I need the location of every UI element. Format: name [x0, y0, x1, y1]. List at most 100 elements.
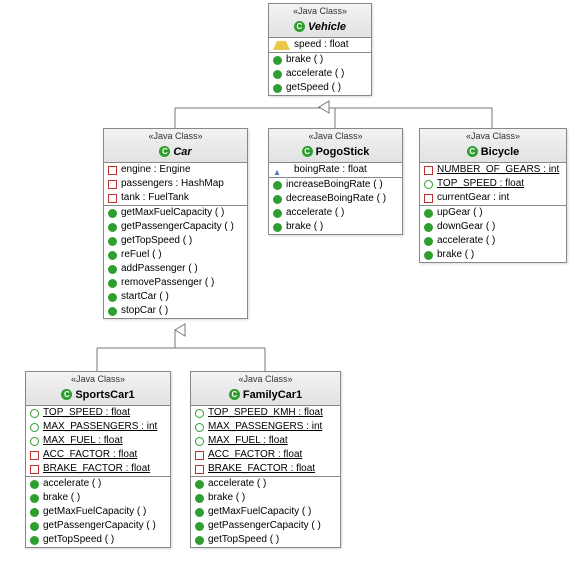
- class-name-text: Car: [173, 146, 191, 158]
- method-text: startCar ( ): [121, 290, 169, 304]
- class-icon: C: [302, 146, 313, 157]
- stereotype-label: «Java Class»: [30, 374, 166, 384]
- attribute-text: boingRate : float: [294, 163, 367, 177]
- method-row: startCar ( ): [104, 290, 247, 304]
- attribute-text: TOP_SPEED : float: [43, 406, 130, 420]
- method-row: accelerate ( ): [26, 477, 170, 491]
- attribute-text: ACC_FACTOR : float: [43, 448, 137, 462]
- attribute-row: boingRate : float: [269, 163, 402, 177]
- stereotype-label: «Java Class»: [273, 6, 367, 16]
- attribute-row: BRAKE_FACTOR : float: [26, 462, 170, 476]
- attribute-text: TOP_SPEED_KMH : float: [208, 406, 323, 420]
- method-row: accelerate ( ): [269, 206, 402, 220]
- attributes-section: engine : Enginepassengers : HashMaptank …: [104, 163, 247, 206]
- method-text: getMaxFuelCapacity ( ): [121, 206, 224, 220]
- methods-section: accelerate ( )brake ( )getMaxFuelCapacit…: [191, 477, 340, 547]
- attribute-row: speed : float: [269, 38, 371, 52]
- attribute-row: engine : Engine: [104, 163, 247, 177]
- methods-section: brake ( )accelerate ( )getSpeed ( ): [269, 53, 371, 95]
- method-text: getMaxFuelCapacity ( ): [208, 505, 311, 519]
- method-text: getTopSpeed ( ): [43, 533, 114, 547]
- attribute-row: MAX_FUEL : float: [191, 434, 340, 448]
- attribute-row: ACC_FACTOR : float: [191, 448, 340, 462]
- method-text: accelerate ( ): [43, 477, 101, 491]
- stereotype-label: «Java Class»: [108, 131, 243, 141]
- methods-section: accelerate ( )brake ( )getMaxFuelCapacit…: [26, 477, 170, 547]
- attribute-text: speed : float: [294, 38, 348, 52]
- method-row: removePassenger ( ): [104, 276, 247, 290]
- class-name: CBicycle: [467, 146, 520, 158]
- attribute-text: passengers : HashMap: [121, 177, 224, 191]
- class-car: «Java Class» CCar engine : Enginepassenger…: [103, 128, 248, 319]
- class-name: CVehicle: [294, 21, 346, 33]
- class-vehicle: «Java Class» CVehicle speed : floatbrake (…: [268, 3, 372, 96]
- attribute-row: currentGear : int: [420, 191, 566, 205]
- method-text: accelerate ( ): [208, 477, 266, 491]
- method-row: reFuel ( ): [104, 248, 247, 262]
- method-row: upGear ( ): [420, 206, 566, 220]
- method-text: getPassengerCapacity ( ): [208, 519, 321, 533]
- method-row: getPassengerCapacity ( ): [191, 519, 340, 533]
- method-text: accelerate ( ): [437, 234, 495, 248]
- method-row: getPassengerCapacity ( ): [104, 220, 247, 234]
- class-name-text: Bicycle: [481, 146, 520, 158]
- method-text: getPassengerCapacity ( ): [43, 519, 156, 533]
- method-text: brake ( ): [208, 491, 245, 505]
- method-row: getMaxFuelCapacity ( ): [104, 206, 247, 220]
- method-text: brake ( ): [43, 491, 80, 505]
- method-row: brake ( ): [269, 220, 402, 234]
- attributes-section: boingRate : float: [269, 163, 402, 178]
- method-text: getTopSpeed ( ): [208, 533, 279, 547]
- method-row: brake ( ): [26, 491, 170, 505]
- class-name-text: Vehicle: [308, 21, 346, 33]
- method-text: removePassenger ( ): [121, 276, 214, 290]
- method-text: getTopSpeed ( ): [121, 234, 192, 248]
- class-bicycle: «Java Class»CBicycleNUMBER_OF_GEARS : in…: [419, 128, 567, 263]
- method-row: getTopSpeed ( ): [26, 533, 170, 547]
- class-header: «Java Class»CBicycle: [420, 129, 566, 163]
- attribute-text: MAX_PASSENGERS : int: [43, 420, 157, 434]
- methods-section: increaseBoingRate ( )decreaseBoingRate (…: [269, 178, 402, 234]
- method-row: accelerate ( ): [269, 67, 371, 81]
- method-row: addPassenger ( ): [104, 262, 247, 276]
- attributes-section: TOP_SPEED : floatMAX_PASSENGERS : intMAX…: [26, 406, 170, 477]
- method-row: increaseBoingRate ( ): [269, 178, 402, 192]
- method-row: getPassengerCapacity ( ): [26, 519, 170, 533]
- attribute-row: TOP_SPEED : float: [26, 406, 170, 420]
- attribute-text: MAX_FUEL : float: [43, 434, 123, 448]
- class-header: «Java Class» CVehicle: [269, 4, 371, 38]
- attribute-text: NUMBER_OF_GEARS : int: [437, 163, 559, 177]
- attribute-text: tank : FuelTank: [121, 191, 189, 205]
- method-row: getTopSpeed ( ): [191, 533, 340, 547]
- class-header: «Java Class» CSportsCar1: [26, 372, 170, 406]
- attribute-text: engine : Engine: [121, 163, 191, 177]
- class-icon: C: [229, 389, 240, 400]
- attribute-text: TOP_SPEED : float: [437, 177, 524, 191]
- attribute-row: TOP_SPEED_KMH : float: [191, 406, 340, 420]
- class-name: CSportsCar1: [61, 389, 134, 401]
- attribute-text: MAX_PASSENGERS : int: [208, 420, 322, 434]
- attribute-row: TOP_SPEED : float: [420, 177, 566, 191]
- class-name-text: FamilyCar1: [243, 389, 302, 401]
- attribute-text: ACC_FACTOR : float: [208, 448, 302, 462]
- method-row: stopCar ( ): [104, 304, 247, 318]
- class-icon: C: [159, 146, 170, 157]
- class-header: «Java Class»CFamilyCar1: [191, 372, 340, 406]
- method-row: accelerate ( ): [420, 234, 566, 248]
- method-text: increaseBoingRate ( ): [286, 178, 383, 192]
- attribute-row: tank : FuelTank: [104, 191, 247, 205]
- attributes-section: NUMBER_OF_GEARS : intTOP_SPEED : floatcu…: [420, 163, 566, 206]
- class-header: «Java Class» CCar: [104, 129, 247, 163]
- method-row: brake ( ): [269, 53, 371, 67]
- method-row: getSpeed ( ): [269, 81, 371, 95]
- method-row: brake ( ): [191, 491, 340, 505]
- class-name: CCar: [159, 146, 191, 158]
- method-text: reFuel ( ): [121, 248, 162, 262]
- attribute-row: ACC_FACTOR : float: [26, 448, 170, 462]
- class-icon: C: [294, 21, 305, 32]
- method-row: getMaxFuelCapacity ( ): [191, 505, 340, 519]
- method-text: getSpeed ( ): [286, 81, 341, 95]
- method-text: brake ( ): [286, 220, 323, 234]
- attribute-row: MAX_PASSENGERS : int: [191, 420, 340, 434]
- class-pogostick: «Java Class»CPogoStickboingRate : floati…: [268, 128, 403, 235]
